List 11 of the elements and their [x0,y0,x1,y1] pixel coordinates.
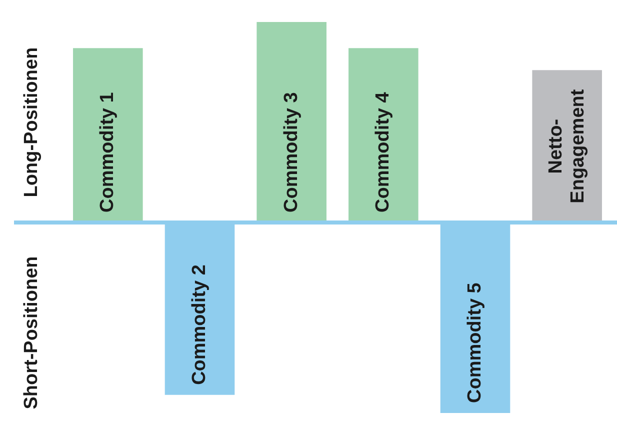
annotation: Long-Positionen [21,47,42,198]
bar [73,48,143,222]
bar [348,48,418,222]
x-tick-label: Netto- Engagement [545,88,588,204]
x-tick-label: Commodity 3 [280,92,302,212]
x-tick-label: Commodity 4 [372,92,394,212]
annotation: Short-Positionen [21,256,42,410]
x-tick-label: Commodity 5 [464,282,486,403]
x-tick-label: Commodity 1 [97,92,118,212]
x-tick-label: Commodity 2 [188,264,210,385]
bar [256,22,326,222]
